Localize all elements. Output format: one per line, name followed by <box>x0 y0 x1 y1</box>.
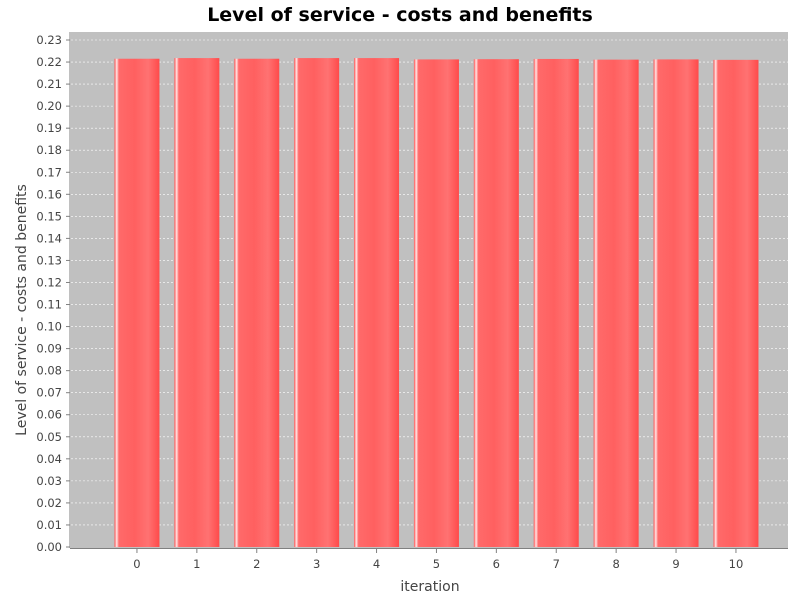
bars <box>114 58 759 548</box>
x-tick-label: 3 <box>313 557 320 571</box>
y-axis-label: Level of service - costs and benefits <box>14 184 30 436</box>
y-tick-label: 0.04 <box>36 452 62 466</box>
x-tick-label: 4 <box>373 557 380 571</box>
bar <box>473 59 519 547</box>
bar <box>174 58 220 547</box>
y-tick-label: 0.02 <box>36 496 62 510</box>
y-tick-label: 0.12 <box>36 275 62 289</box>
bar <box>533 58 579 547</box>
x-tick-label: 0 <box>133 557 140 571</box>
y-tick-label: 0.17 <box>36 165 62 179</box>
y-tick-label: 0.14 <box>36 231 62 245</box>
axes: 0.00 0.01 0.02 0.03 0.04 0.05 0.06 0.07 0.08 0.09… <box>36 32 788 571</box>
y-tick-label: 0.06 <box>36 408 62 422</box>
y-tick-label: 0.16 <box>36 187 62 201</box>
bar <box>234 58 280 547</box>
y-tick-label: 0.15 <box>36 209 62 223</box>
x-tick-label: 8 <box>612 557 619 571</box>
y-tick-label: 0.22 <box>36 55 62 69</box>
y-tick-label: 0.19 <box>36 121 62 135</box>
bar <box>294 58 340 547</box>
y-tick-label: 0.11 <box>36 298 62 312</box>
x-tick-label: 5 <box>433 557 440 571</box>
x-tick-label: 2 <box>253 557 260 571</box>
x-tick-label: 6 <box>493 557 500 571</box>
y-tick-label: 0.05 <box>36 430 62 444</box>
bar <box>653 59 699 548</box>
y-tick-label: 0.18 <box>36 143 62 157</box>
y-tick-label: 0.13 <box>36 253 62 267</box>
y-tick-label: 0.23 <box>36 33 62 47</box>
y-tick-label: 0.09 <box>36 342 62 356</box>
x-tick-label: 1 <box>193 557 200 571</box>
y-tick-label: 0.10 <box>36 320 62 334</box>
bar <box>413 59 459 548</box>
y-tick-label: 0.01 <box>36 518 62 532</box>
y-tick-label: 0.20 <box>36 99 62 113</box>
x-axis-label: iteration <box>400 579 459 595</box>
y-tick-label: 0.08 <box>36 364 62 378</box>
bar <box>114 58 160 547</box>
bar <box>593 59 639 548</box>
y-tick-label: 0.07 <box>36 386 62 400</box>
x-tick-label: 7 <box>553 557 560 571</box>
x-tick-label: 9 <box>672 557 679 571</box>
bar <box>713 59 759 547</box>
x-tick-label: 10 <box>729 557 744 571</box>
bar <box>354 58 400 547</box>
y-tick-label: 0.00 <box>36 540 62 554</box>
chart-title: Level of service - costs and benefits <box>207 4 593 26</box>
y-tick-label: 0.21 <box>36 77 62 91</box>
y-tick-label: 0.03 <box>36 474 62 488</box>
